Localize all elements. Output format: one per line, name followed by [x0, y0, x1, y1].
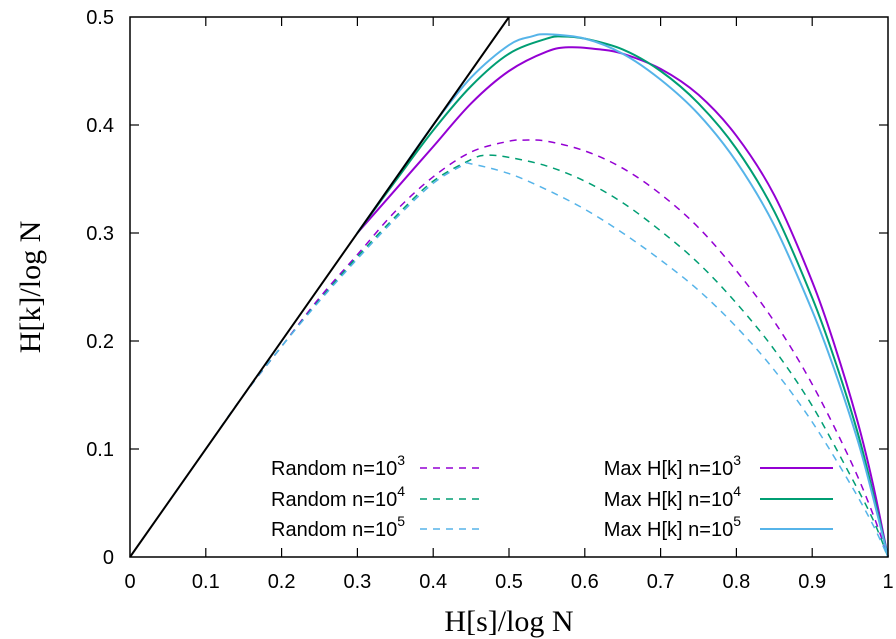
x-tick-label: 1: [882, 571, 893, 593]
legend-label-base: Max H[k] n=10: [604, 458, 734, 480]
x-tick-label: 0.5: [495, 571, 523, 593]
legend-label-base: Random n=10: [271, 489, 397, 511]
y-tick-label: 0.1: [86, 439, 114, 461]
legend-label: Max H[k] n=105: [604, 513, 742, 541]
series-line-4: [356, 35, 889, 558]
legend-label-exponent: 5: [733, 513, 741, 529]
plot-marks: [129, 16, 889, 558]
axis-ticks: 0 0.1 0.2 0.3 0.4 0.5 0.6 0.7 0.8 0.9 1 0 0.1 0.2 0.3 0…: [86, 7, 893, 593]
legend-label-exponent: 3: [733, 452, 741, 468]
x-tick-label: 0.8: [722, 571, 750, 593]
x-tick-label: 0.6: [571, 571, 599, 593]
x-tick-label: 0: [124, 571, 135, 593]
x-tick-label: 0.2: [268, 571, 296, 593]
x-tick-label: 0.7: [647, 571, 675, 593]
legend-label-base: Random n=10: [271, 458, 397, 480]
y-tick-label: 0: [103, 547, 114, 569]
legend-label: Random n=103: [271, 452, 405, 480]
x-tick-label: 0.3: [343, 571, 371, 593]
series-line-2: [167, 161, 889, 558]
y-tick-label: 0.4: [86, 115, 114, 137]
x-axis-title: H[s]/log N: [444, 605, 573, 638]
legend-label-exponent: 3: [397, 452, 405, 468]
legend-label: Max H[k] n=104: [604, 483, 742, 511]
legend-label-base: Max H[k] n=10: [604, 489, 734, 511]
legend-label-base: Max H[k] n=10: [604, 519, 734, 541]
y-axis-title: H[k]/log N: [14, 221, 47, 353]
series-line-6: [129, 16, 510, 558]
legend-label-base: Random n=10: [271, 519, 397, 541]
legend-label-exponent: 4: [733, 483, 741, 499]
x-tick-label: 0.4: [419, 571, 447, 593]
y-tick-label: 0.3: [86, 223, 114, 245]
legend-label-exponent: 5: [397, 513, 405, 529]
x-tick-label: 0.9: [798, 571, 826, 593]
plot-frame: [129, 16, 889, 558]
legend-label-exponent: 4: [397, 483, 405, 499]
series-line-3: [356, 46, 889, 558]
y-tick-label: 0.2: [86, 331, 114, 353]
series-line-0: [167, 139, 889, 558]
legend-label: Random n=104: [271, 483, 405, 511]
series-line-5: [356, 33, 889, 558]
x-tick-label: 0.1: [192, 571, 220, 593]
legend-label: Random n=105: [271, 513, 405, 541]
legend-label: Max H[k] n=103: [604, 452, 742, 480]
y-tick-label: 0.5: [86, 7, 114, 29]
